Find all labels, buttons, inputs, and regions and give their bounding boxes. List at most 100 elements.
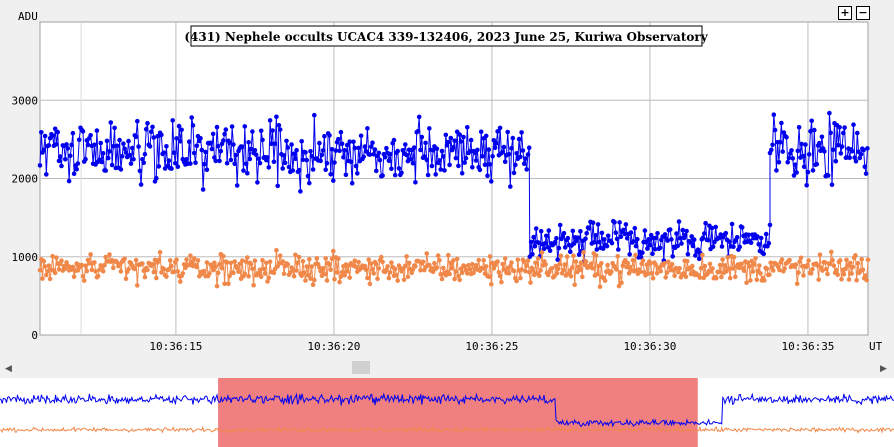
scroll-left-arrow-icon[interactable]: ◀ (5, 364, 12, 374)
series-1-point (538, 228, 544, 234)
series-2-point (380, 259, 385, 265)
scrollbar-thumb[interactable] (352, 361, 370, 374)
zoom-in-button[interactable]: + (838, 6, 852, 20)
series-1-point (542, 241, 548, 246)
series-2-point (195, 258, 201, 263)
series-1-point (594, 247, 600, 252)
series-1-point (849, 149, 855, 154)
series-2-point (495, 259, 500, 264)
series-2-point (264, 260, 269, 266)
series-1-point (403, 142, 408, 147)
series-1-point (186, 139, 192, 144)
series-1-point (685, 252, 691, 257)
y-tick-label: 1000 (12, 251, 39, 264)
overview-selection-window[interactable] (218, 378, 698, 447)
series-1-point (756, 242, 761, 247)
series-1-point (763, 231, 769, 237)
series-1-point (392, 172, 398, 178)
series-1-point (482, 162, 488, 168)
series-2-point (441, 265, 446, 271)
series-2-point (865, 257, 871, 263)
series-1-point (198, 136, 203, 141)
series-1-point (429, 163, 435, 169)
series-1-point (622, 231, 627, 237)
series-2-point (368, 261, 374, 266)
series-1-point (480, 154, 485, 159)
series-2-point (501, 267, 507, 272)
series-2-point (245, 255, 250, 260)
series-1-point (356, 145, 361, 151)
x-tick-label: 10:36:25 (465, 340, 518, 353)
series-1-point (500, 149, 506, 155)
series-1-point (584, 231, 589, 236)
y-axis-label: ADU (18, 10, 38, 23)
series-2-point (334, 270, 340, 275)
series-1-point (253, 152, 259, 157)
series-2-point (864, 277, 869, 283)
series-2-point (782, 266, 787, 271)
series-2-point (420, 259, 426, 265)
series-1-point (627, 252, 632, 257)
series-2-point (577, 267, 583, 273)
series-2-point (681, 271, 686, 276)
series-2-point (376, 266, 382, 271)
chart-title: (431) Nephele occults UCAC4 339-132406, … (184, 30, 708, 44)
series-1-point (838, 151, 844, 156)
series-1-point (511, 170, 517, 176)
series-2-point (342, 273, 348, 278)
series-2-point (539, 250, 545, 255)
series-1-point (370, 140, 375, 145)
series-1-point (286, 164, 292, 170)
series-1-point (755, 234, 760, 239)
series-2-point (561, 267, 566, 273)
series-2-point (710, 266, 715, 271)
series-1-point (785, 159, 790, 165)
series-2-point (677, 266, 682, 271)
series-1-point (541, 246, 547, 252)
series-2-point (449, 266, 455, 271)
series-1-point (343, 172, 349, 178)
series-1-point (75, 161, 81, 166)
series-2-point (353, 264, 359, 270)
series-2-point (365, 275, 370, 281)
series-1-point (150, 124, 155, 130)
series-1-point (291, 151, 297, 157)
series-2-point (521, 259, 527, 265)
series-1-point (812, 127, 817, 133)
series-1-point (774, 168, 779, 173)
series-2-point (171, 269, 177, 275)
series-2-point (309, 264, 315, 269)
series-2-point (798, 255, 804, 261)
zoom-out-button[interactable]: − (856, 6, 870, 20)
series-1-point (118, 167, 124, 172)
series-2-point (385, 264, 390, 269)
scroll-right-arrow-icon[interactable]: ▶ (880, 364, 887, 374)
series-2-point (806, 258, 811, 263)
series-1-point (64, 142, 69, 147)
series-2-point (312, 277, 317, 283)
series-1-point (274, 114, 279, 120)
series-1-point (670, 254, 675, 259)
series-1-point (851, 122, 856, 127)
series-1-point (88, 133, 93, 138)
series-1-point (652, 246, 658, 252)
series-1-point (470, 165, 475, 170)
series-2-point (234, 265, 240, 271)
series-1-point (214, 124, 220, 130)
series-2-point (371, 271, 377, 276)
series-1-point (59, 163, 64, 169)
series-2-point (178, 279, 183, 284)
series-2-point (366, 257, 372, 263)
series-2-point (159, 270, 164, 275)
series-2-point (605, 262, 610, 268)
series-2-point (435, 253, 441, 258)
series-2-point (133, 257, 139, 263)
scrollbar-track[interactable] (0, 359, 894, 376)
series-2-point (471, 270, 476, 276)
series-1-point (243, 161, 249, 167)
series-2-point (736, 265, 742, 271)
series-2-point (664, 270, 670, 275)
series-1-point (852, 155, 857, 160)
series-2-point (499, 279, 504, 285)
